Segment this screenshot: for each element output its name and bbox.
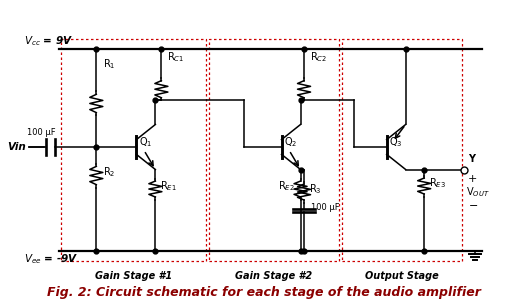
Text: Fig. 2: Circuit schematic for each stage of the audio amplifier: Fig. 2: Circuit schematic for each stage… — [47, 286, 481, 299]
Text: R$_3$: R$_3$ — [309, 182, 322, 196]
Text: Q$_2$: Q$_2$ — [284, 135, 297, 149]
Text: R$_{E2}$: R$_{E2}$ — [278, 179, 295, 193]
Text: R$_{C1}$: R$_{C1}$ — [167, 51, 185, 65]
Text: $-$: $-$ — [468, 199, 478, 209]
Text: Output Stage: Output Stage — [365, 271, 439, 281]
Text: R$_{C2}$: R$_{C2}$ — [310, 51, 327, 65]
Text: 100 μF: 100 μF — [27, 128, 55, 137]
Text: R$_2$: R$_2$ — [103, 165, 115, 179]
Text: R$_1$: R$_1$ — [103, 58, 115, 71]
Text: R$_{E1}$: R$_{E1}$ — [161, 179, 177, 193]
Text: Q$_3$: Q$_3$ — [389, 135, 403, 149]
Text: 100 μF: 100 μF — [311, 203, 340, 212]
Text: R$_{E3}$: R$_{E3}$ — [429, 176, 446, 190]
Text: Gain Stage #1: Gain Stage #1 — [95, 271, 173, 281]
Text: $V_{ee}$ = -9V: $V_{ee}$ = -9V — [24, 252, 78, 266]
Text: V$_{OUT}$: V$_{OUT}$ — [466, 185, 489, 199]
Text: Y: Y — [468, 154, 475, 164]
Text: Q$_1$: Q$_1$ — [139, 135, 152, 149]
Text: Gain Stage #2: Gain Stage #2 — [235, 271, 313, 281]
Text: +: + — [468, 174, 478, 184]
Text: $V_{cc}$ = 9V: $V_{cc}$ = 9V — [24, 34, 73, 48]
Text: Vin: Vin — [7, 142, 26, 152]
